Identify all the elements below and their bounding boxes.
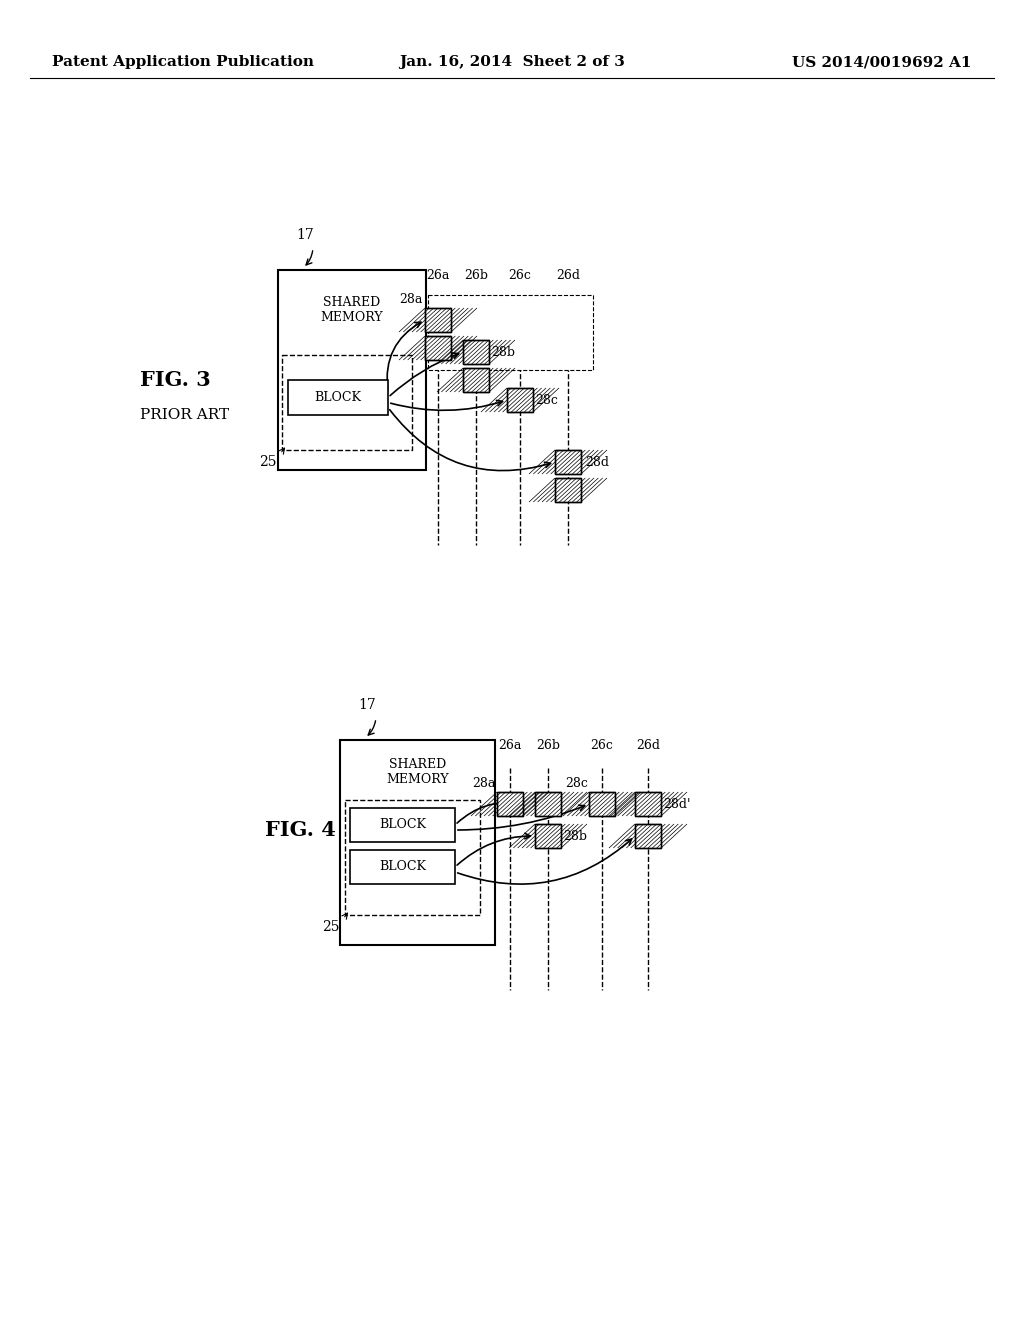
Bar: [589, 792, 615, 816]
Text: 17: 17: [358, 698, 376, 711]
Text: 17: 17: [296, 228, 313, 242]
Bar: [425, 308, 451, 333]
Bar: [555, 450, 581, 474]
Text: BLOCK: BLOCK: [379, 861, 426, 874]
Text: 28a: 28a: [473, 777, 496, 789]
Bar: [463, 368, 489, 392]
Bar: [428, 294, 593, 370]
Text: 26a: 26a: [426, 269, 450, 282]
Bar: [635, 824, 662, 847]
Text: 25: 25: [259, 455, 278, 469]
Text: FIG. 4: FIG. 4: [265, 820, 336, 840]
Bar: [345, 800, 480, 915]
Bar: [288, 380, 388, 414]
Text: 26b: 26b: [536, 739, 560, 752]
Bar: [425, 337, 451, 360]
Bar: [463, 341, 489, 364]
Bar: [278, 271, 426, 470]
Bar: [282, 355, 412, 450]
Text: 28d': 28d': [663, 797, 690, 810]
Bar: [497, 792, 523, 816]
Bar: [635, 792, 662, 816]
Bar: [535, 792, 561, 816]
Text: 26b: 26b: [464, 269, 488, 282]
Bar: [507, 388, 534, 412]
Text: 28d: 28d: [585, 455, 609, 469]
Bar: [589, 792, 615, 816]
Bar: [555, 478, 581, 502]
Bar: [535, 792, 561, 816]
Bar: [425, 337, 451, 360]
Text: 26c: 26c: [591, 739, 613, 752]
Text: 28b: 28b: [490, 346, 515, 359]
Text: 28b: 28b: [563, 829, 587, 842]
Bar: [497, 792, 523, 816]
Text: BLOCK: BLOCK: [314, 391, 361, 404]
Bar: [535, 824, 561, 847]
Text: 25: 25: [323, 920, 340, 935]
Text: 26a: 26a: [499, 739, 521, 752]
Bar: [463, 341, 489, 364]
Text: 26d: 26d: [556, 269, 580, 282]
Text: 28a: 28a: [399, 293, 423, 306]
Bar: [350, 808, 455, 842]
Bar: [507, 388, 534, 412]
Bar: [425, 308, 451, 333]
Bar: [555, 478, 581, 502]
Bar: [340, 741, 495, 945]
Text: 26c: 26c: [509, 269, 531, 282]
Text: 28c: 28c: [535, 393, 558, 407]
Text: 26d: 26d: [636, 739, 660, 752]
Bar: [635, 824, 662, 847]
Text: FIG. 3: FIG. 3: [140, 370, 211, 389]
Text: US 2014/0019692 A1: US 2014/0019692 A1: [793, 55, 972, 69]
Bar: [555, 450, 581, 474]
Bar: [350, 850, 455, 884]
Text: Patent Application Publication: Patent Application Publication: [52, 55, 314, 69]
Bar: [535, 824, 561, 847]
Text: PRIOR ART: PRIOR ART: [140, 408, 229, 422]
Text: Jan. 16, 2014  Sheet 2 of 3: Jan. 16, 2014 Sheet 2 of 3: [399, 55, 625, 69]
Text: SHARED
MEMORY: SHARED MEMORY: [321, 296, 383, 323]
Bar: [635, 792, 662, 816]
Text: SHARED
MEMORY: SHARED MEMORY: [386, 758, 449, 785]
Bar: [463, 368, 489, 392]
Text: 28c: 28c: [565, 777, 588, 789]
Text: BLOCK: BLOCK: [379, 818, 426, 832]
